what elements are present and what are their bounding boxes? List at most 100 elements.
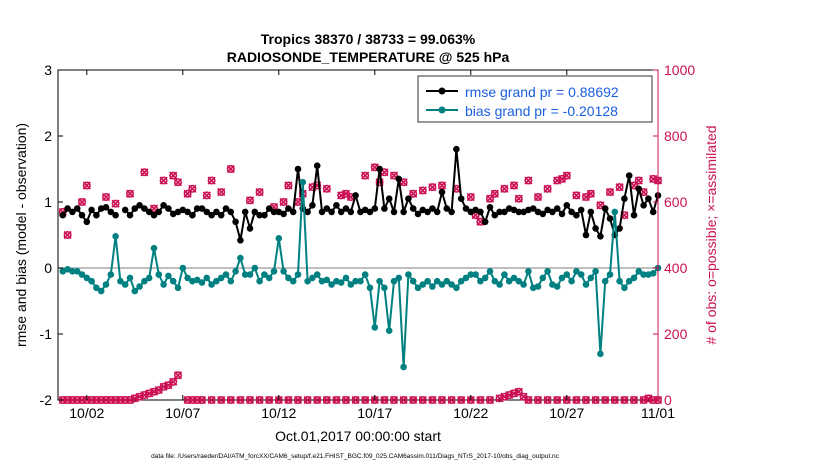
obs-assimilated-marker	[428, 395, 437, 405]
x-tick-label: 10/22	[453, 405, 488, 421]
rmse-point	[424, 208, 431, 216]
chart-title: Tropics 38370 / 38733 = 99.063%	[261, 31, 476, 47]
bias-point	[328, 281, 335, 288]
obs-possible-circle	[509, 181, 518, 190]
obs-possible-cross	[572, 191, 581, 200]
obs-assimilated-circle	[428, 395, 437, 404]
obs-assimilated-cross	[524, 395, 533, 405]
obs-possible-marker	[586, 189, 595, 198]
obs-possible-marker	[490, 189, 499, 198]
obs-assimilated-circle	[418, 395, 427, 404]
obs-possible-marker	[140, 168, 149, 177]
obs-possible-marker	[125, 189, 135, 198]
obs-assimilated-marker	[485, 395, 495, 405]
obs-assimilated-cross	[533, 395, 543, 405]
obs-assimilated-cross	[476, 395, 485, 405]
obs-assimilated-cross	[610, 395, 619, 405]
obs-assimilated-marker	[197, 395, 207, 405]
rmse-point	[414, 210, 422, 218]
obs-possible-circle	[361, 171, 370, 180]
rmse-point	[280, 210, 287, 218]
obs-assimilated-cross	[409, 395, 418, 405]
bias-point	[496, 281, 503, 288]
rmse-point	[213, 208, 220, 216]
plot-frame	[57, 69, 659, 401]
obs-possible-circle	[188, 184, 197, 193]
bias-point	[429, 283, 436, 290]
obs-possible-cross	[111, 199, 120, 208]
obs-possible-cross	[543, 184, 552, 193]
obs-assimilated-marker	[313, 395, 322, 405]
y-left-tick-label: -2	[40, 392, 53, 408]
obs-possible-cross	[173, 178, 183, 187]
footer-data-file: data file: /Users/raeder/DAI/ATM_forcXX/…	[151, 453, 560, 460]
rmse-point	[496, 208, 503, 216]
obs-possible-marker	[466, 192, 475, 202]
bias-point	[448, 281, 455, 288]
bias-point	[649, 270, 657, 277]
rmse-point	[606, 215, 614, 222]
rmse-point	[601, 205, 609, 212]
obs-assimilated-circle	[207, 395, 216, 404]
rmse-point	[457, 195, 465, 202]
rmse-point	[649, 208, 657, 216]
obs-possible-marker	[183, 189, 192, 198]
rmse-point	[93, 211, 100, 219]
rmse-point	[203, 208, 211, 216]
obs-possible-cross	[586, 189, 595, 198]
bias-point	[174, 284, 182, 292]
bias-point	[558, 274, 566, 282]
obs-assimilated-circle	[543, 395, 552, 404]
rmse-point	[136, 202, 143, 209]
obs-possible-marker	[111, 199, 120, 208]
obs-possible-marker	[543, 184, 552, 193]
rmse-point	[630, 211, 638, 219]
rmse-point	[285, 205, 292, 212]
rmse-point	[385, 195, 393, 202]
rmse-point	[491, 211, 499, 219]
obs-possible-cross	[514, 194, 523, 203]
bias-point	[381, 284, 388, 292]
obs-possible-marker	[409, 189, 418, 198]
rmse-point	[261, 211, 268, 219]
bias-point	[342, 274, 350, 282]
obs-possible-circle	[202, 191, 211, 200]
obs-possible-marker	[533, 192, 543, 202]
bias-point	[563, 271, 571, 278]
obs-assimilated-cross	[389, 395, 399, 405]
obs-possible-marker	[77, 197, 87, 207]
rmse-point	[342, 205, 350, 212]
obs-possible-marker	[634, 176, 643, 185]
obs-possible-circle	[634, 176, 643, 185]
obs-possible-cross	[169, 171, 178, 180]
bias-point	[573, 268, 580, 275]
bias-point	[121, 281, 129, 288]
bias-point	[241, 271, 249, 278]
rmse-point	[477, 208, 484, 216]
obs-assimilated-cross	[255, 395, 264, 405]
rmse-point	[265, 205, 273, 212]
obs-assimilated-marker	[389, 395, 399, 405]
bias-point	[457, 277, 465, 285]
obs-possible-cross	[615, 183, 624, 192]
y-left-tick-label: 3	[44, 62, 52, 78]
obs-assimilated-cross	[447, 395, 456, 405]
obs-assimilated-circle	[198, 395, 207, 404]
y-right-tick-label: 400	[664, 260, 688, 276]
rmse-point	[126, 211, 134, 219]
obs-assimilated-circle	[629, 395, 638, 404]
x-tick-label: 10/02	[69, 405, 104, 421]
x-tick-label: 10/17	[357, 405, 392, 421]
obs-possible-cross	[255, 188, 264, 197]
obs-possible-cross	[500, 184, 509, 193]
obs-assimilated-marker	[255, 395, 264, 405]
obs-assimilated-marker	[447, 395, 456, 405]
obs-assimilated-cross	[399, 395, 408, 405]
bias-point	[150, 244, 158, 252]
bias-point	[491, 277, 499, 285]
obs-assimilated-circle	[581, 395, 590, 404]
bias-point	[577, 271, 585, 278]
obs-possible-cross	[77, 197, 87, 207]
obs-possible-circle	[82, 181, 91, 190]
bias-point	[227, 277, 235, 285]
